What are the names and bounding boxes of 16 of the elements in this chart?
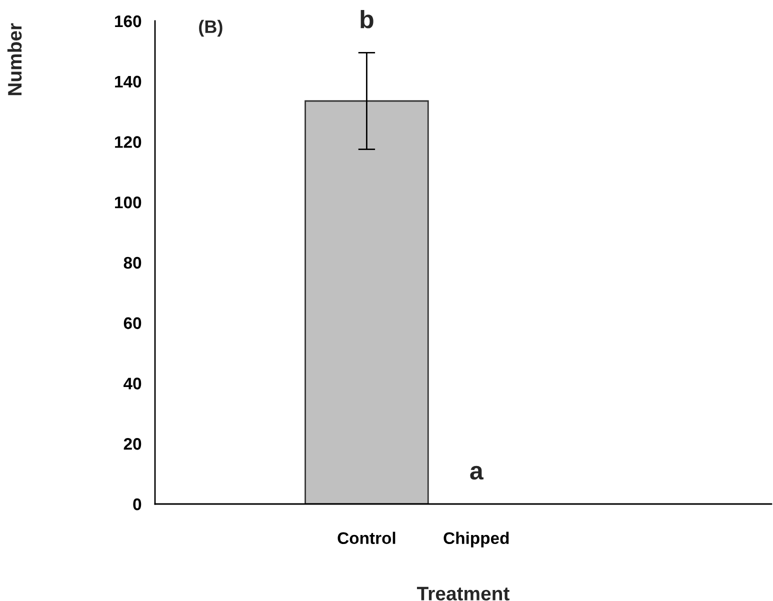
y-tick-label: 160 xyxy=(115,15,142,28)
y-tick-label: 20 xyxy=(124,438,142,450)
y-tick-label: 140 xyxy=(115,76,142,88)
annotation: a xyxy=(470,466,484,480)
annotation: b xyxy=(360,10,374,28)
x-tick-label: Control xyxy=(338,532,396,544)
y-tick-label: 60 xyxy=(124,317,142,330)
annotation: (B) xyxy=(199,20,222,37)
y-axis-title: Number xyxy=(7,23,22,96)
x-tick-label: Chipped xyxy=(444,532,509,548)
x-axis-title: Treatment xyxy=(416,586,510,600)
y-tick-label: 100 xyxy=(115,196,142,208)
y-tick-label: 0 xyxy=(133,498,142,510)
y-tick-label: 80 xyxy=(124,256,142,269)
y-tick-label: 40 xyxy=(124,378,142,390)
y-tick-label: 120 xyxy=(115,136,142,148)
